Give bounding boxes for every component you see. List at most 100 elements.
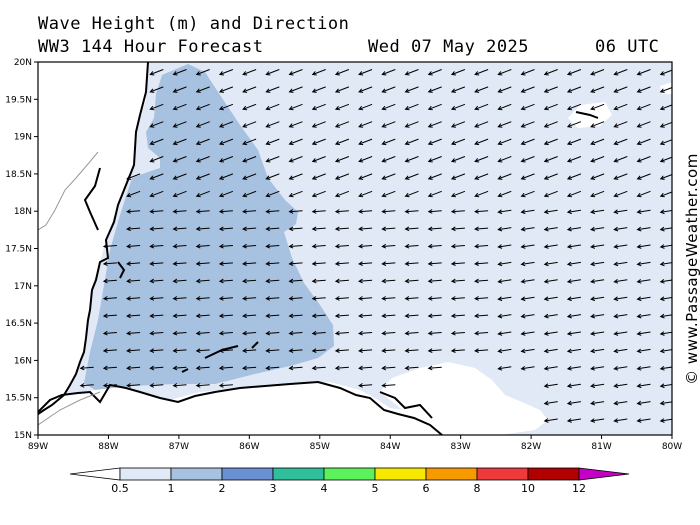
wave-arrow [427, 138, 442, 146]
lon-tick-label: 86W [239, 442, 259, 452]
island-swan [575, 111, 599, 119]
wave-arrow [334, 173, 350, 180]
legend-label: 0.5 [111, 482, 129, 495]
wave-arrow [543, 244, 558, 249]
legend-swatch [476, 467, 529, 481]
legend-label: 6 [423, 482, 430, 495]
wave-arrow [149, 278, 164, 284]
wave-arrow [195, 86, 210, 93]
wave-arrow [149, 313, 164, 319]
wave-arrow [311, 296, 326, 301]
wave-arrow [427, 69, 442, 76]
wave-arrow [242, 348, 257, 353]
color-legend: 0.5 1 2 3 4 5 6 8 10 12 [69, 467, 630, 495]
lat-tick-label: 18N [14, 207, 32, 217]
wave-arrow [358, 121, 373, 128]
wave-arrow [334, 330, 349, 336]
wave-arrow [520, 331, 535, 336]
wave-arrow [79, 383, 94, 388]
wave-arrow [334, 226, 349, 232]
wave-arrow [497, 190, 512, 198]
wave-arrow [590, 400, 605, 406]
wave-arrow [311, 278, 326, 284]
wave-arrow [242, 209, 257, 214]
wave-arrow [195, 296, 210, 301]
wave-arrow [520, 261, 535, 267]
legend-swatch [170, 467, 223, 481]
wave-arrow [566, 173, 582, 180]
wave-arrow [590, 103, 605, 111]
wave-arrow [613, 261, 628, 267]
wave-arrow [450, 313, 465, 319]
wave-arrow [427, 330, 442, 336]
wave-arrow [450, 86, 466, 93]
wave-arrow [265, 138, 280, 146]
wave-arrow [427, 86, 442, 93]
wave-arrow [543, 86, 558, 93]
wave-arrow [497, 331, 512, 336]
wave-arrow [520, 190, 535, 198]
wave-arrow [149, 243, 164, 249]
wave-arrow [242, 86, 257, 93]
legend-label: 3 [270, 482, 277, 495]
wave-arrow [450, 173, 466, 180]
wave-arrow [381, 330, 396, 336]
wave-arrow [566, 366, 581, 371]
wave-arrow [636, 261, 651, 267]
wave-arrow [590, 209, 605, 215]
legend-swatch [272, 467, 325, 481]
wave-arrow [404, 348, 419, 353]
wave-arrow [149, 121, 164, 128]
wave-arrow [590, 383, 605, 389]
wave-arrow [358, 296, 373, 301]
lat-tick-label: 15.5N [5, 394, 32, 404]
wave-arrow [358, 103, 373, 111]
wave-arrow [450, 261, 465, 266]
legend-swatch [119, 467, 172, 481]
wave-arrow [172, 348, 187, 353]
wave-arrow [520, 103, 535, 111]
wave-arrow [334, 209, 349, 214]
lat-tick-label: 17N [14, 282, 32, 292]
legend-label: 4 [321, 482, 328, 495]
sea-1-2m [84, 64, 334, 390]
lon-tick-label: 84W [380, 442, 400, 452]
wave-arrow [358, 173, 373, 180]
wave-arrow [474, 138, 489, 146]
wave-arrow [381, 173, 396, 180]
wave-arrow [404, 138, 419, 146]
wave-arrow [126, 190, 141, 198]
wave-arrow [242, 190, 257, 198]
wave-arrow [288, 173, 303, 180]
wave-arrow [358, 330, 373, 336]
wave-arrow [358, 209, 373, 214]
wave-arrow [311, 156, 326, 163]
wave-arrow [311, 138, 326, 146]
wave-arrow [311, 261, 326, 266]
wave-arrow [636, 190, 651, 198]
wave-arrow [311, 103, 326, 111]
wave-arrow [149, 261, 164, 266]
wave-arrow [427, 261, 442, 266]
wave-arrow [566, 138, 582, 146]
wave-arrow [126, 261, 141, 266]
wave-arrow [613, 121, 628, 128]
wave-arrow [404, 86, 419, 93]
wave-arrow [381, 348, 396, 353]
wave-arrow [520, 209, 535, 215]
wave-arrow [172, 296, 187, 301]
wave-arrow [636, 69, 651, 76]
wave-arrow [427, 278, 442, 284]
wave-arrow [288, 261, 303, 266]
wave-arrow [358, 138, 373, 146]
wave-arrow [218, 313, 233, 319]
wave-arrow [195, 226, 210, 232]
wave-arrow [195, 156, 210, 163]
wave-arrow [613, 383, 628, 389]
wave-arrow [520, 279, 535, 284]
chart-title: Wave Height (m) and Direction [38, 14, 350, 34]
wave-arrow [474, 209, 489, 214]
wave-arrow [543, 261, 558, 267]
wave-arrow [288, 103, 303, 111]
wave-arrow [288, 313, 303, 319]
